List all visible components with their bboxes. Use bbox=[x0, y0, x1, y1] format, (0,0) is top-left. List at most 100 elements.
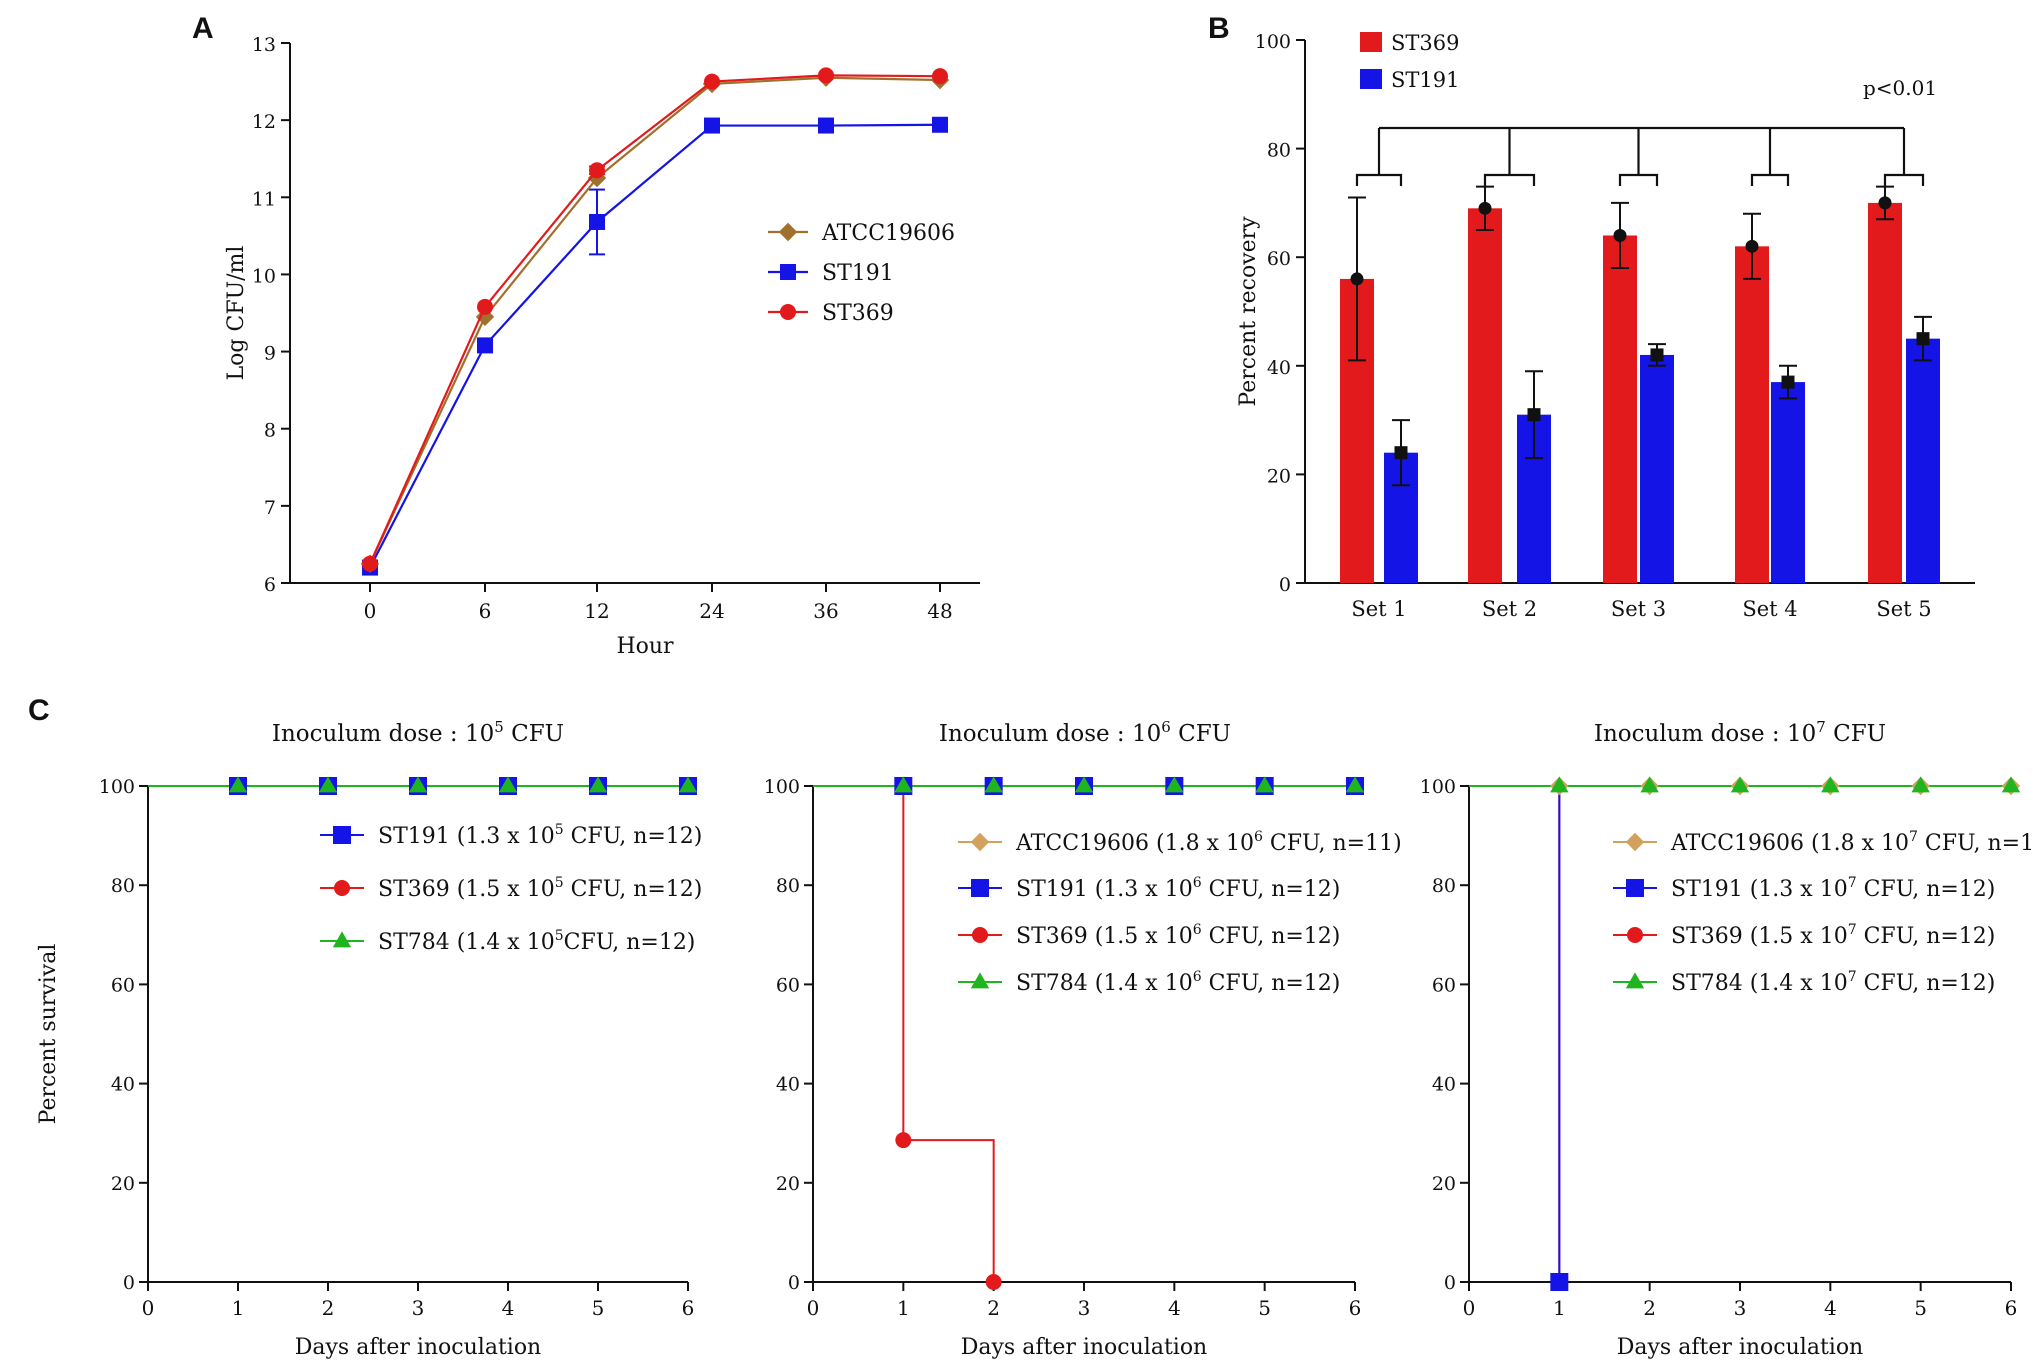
survival-point-ST784 bbox=[588, 776, 608, 793]
x-tick-label: 48 bbox=[927, 599, 952, 623]
legend-marker-ST191 bbox=[971, 879, 989, 897]
legend-label-superscript: 5 bbox=[555, 928, 564, 944]
legend-label-text: ST784 (1.4 x 10 bbox=[1016, 971, 1193, 996]
y-tick-label: 20 bbox=[1267, 465, 1291, 487]
chart-title-superscript: 7 bbox=[1816, 718, 1826, 736]
chart-c2: 0 20 40 60 80 100 0 1 2 3 4 5 6 Days after inoculatio… bbox=[764, 718, 1402, 1360]
y-tick-label: 0 bbox=[123, 1272, 135, 1294]
y-tick-label: 40 bbox=[776, 1074, 800, 1096]
chart-title: Inoculum dose : 107 CFU bbox=[1594, 718, 1886, 747]
y-tick-label: 60 bbox=[776, 974, 800, 996]
y-tick-label: 0 bbox=[1279, 574, 1291, 596]
chart-c3: 0 20 40 60 80 100 0 1 2 3 4 5 6 Days after inoculatio… bbox=[1420, 718, 2033, 1360]
legend-label-text: CFU, n=11) bbox=[1263, 831, 1402, 856]
x-tick-label: 4 bbox=[1168, 1296, 1181, 1320]
legend-label-superscript: 7 bbox=[1848, 922, 1857, 938]
point-ST191 bbox=[477, 337, 493, 354]
y-tick-label: 12 bbox=[252, 111, 276, 133]
bar-ST191 bbox=[1771, 382, 1805, 583]
x-tick-label: 6 bbox=[2005, 1296, 2018, 1320]
chart-title-text: Inoculum dose : 10 bbox=[939, 721, 1161, 747]
legend-label-superscript: 6 bbox=[1193, 875, 1202, 891]
legend-label-text: ST369 (1.5 x 10 bbox=[378, 877, 555, 902]
chart-title-unit: CFU bbox=[504, 721, 564, 747]
legend-label-text: ST191 (1.3 x 10 bbox=[378, 824, 555, 849]
point-ST369 bbox=[704, 73, 720, 90]
survival-point-ST369 bbox=[985, 1274, 1002, 1290]
legend-label-text: ST191 (1.3 x 10 bbox=[1671, 877, 1848, 902]
x-tick-label: 36 bbox=[813, 599, 838, 623]
survival-point-ST784 bbox=[1911, 776, 1930, 793]
x-tick-label: 1 bbox=[1553, 1296, 1566, 1320]
point-ST369 bbox=[1878, 196, 1892, 210]
point-ST191 bbox=[1916, 332, 1930, 346]
point-ST191 bbox=[1650, 348, 1664, 362]
sig-bracket bbox=[1883, 173, 1925, 186]
x-tick-label: 6 bbox=[1349, 1296, 1362, 1320]
line-ATCC19606 bbox=[369, 76, 941, 565]
x-tick-label: 6 bbox=[682, 1296, 695, 1320]
survival-point-ST784 bbox=[318, 776, 338, 793]
legend-label-superscript: 6 bbox=[1254, 829, 1263, 845]
point-ST369 bbox=[589, 162, 605, 179]
x-tick-label: 5 bbox=[1914, 1296, 1927, 1320]
y-tick-label: 60 bbox=[1267, 248, 1291, 270]
survival-point-ST191 bbox=[1550, 1273, 1569, 1291]
y-tick-label: 60 bbox=[1432, 974, 1456, 996]
chart-title: Inoculum dose : 105 CFU bbox=[272, 718, 564, 747]
legend-label-text: CFU, n=12) bbox=[1202, 924, 1341, 949]
legend-label-superscript: 6 bbox=[1193, 969, 1202, 985]
survival-point-ST369 bbox=[895, 1132, 912, 1149]
legend-label-text: CFU, n=12) bbox=[564, 877, 703, 902]
sig-bracket bbox=[1483, 173, 1536, 186]
legend-label-text: ST784 (1.4 x 10 bbox=[378, 930, 555, 955]
panel-label-c: C bbox=[28, 694, 50, 727]
bar-ST369 bbox=[1735, 246, 1769, 583]
x-tick-label: 4 bbox=[502, 1296, 515, 1320]
legend-label-ATCC19606: ATCC19606 (1.8 x 107 CFU, n=11) bbox=[1670, 829, 2033, 856]
bar-ST191 bbox=[1906, 338, 1940, 583]
legend-label-text: CFU, n=12) bbox=[564, 930, 696, 955]
chart-c1: 0 20 40 60 80 100 0 1 2 3 4 5 6 Days after inoculatio… bbox=[36, 718, 702, 1360]
x-tick-label: Set 4 bbox=[1742, 597, 1797, 621]
survival-point-ST784 bbox=[408, 776, 428, 793]
x-tick-label: 3 bbox=[1734, 1296, 1747, 1320]
y-tick-label: 10 bbox=[252, 265, 276, 287]
point-ST191 bbox=[932, 116, 948, 133]
point-ST191 bbox=[704, 117, 720, 134]
chart-title-text: Inoculum dose : 10 bbox=[1594, 721, 1816, 747]
legend-label-superscript: 7 bbox=[1848, 969, 1857, 985]
legend-label-ST369: ST369 bbox=[1391, 31, 1459, 55]
y-tick-label: 40 bbox=[1432, 1074, 1456, 1096]
legend-label-ST191: ST191 (1.3 x 107 CFU, n=12) bbox=[1671, 875, 1995, 902]
legend-marker-ATCC19606 bbox=[970, 832, 990, 852]
legend-marker-ST369 bbox=[1627, 927, 1643, 943]
legend-label-text: CFU, n=12) bbox=[564, 824, 703, 849]
bar-ST369 bbox=[1603, 235, 1637, 584]
legend-label-ST784: ST784 (1.4 x 106 CFU, n=12) bbox=[1016, 969, 1340, 996]
y-tick-label: 20 bbox=[111, 1173, 135, 1195]
y-tick-label: 0 bbox=[788, 1272, 800, 1294]
bar-ST369 bbox=[1468, 208, 1502, 583]
x-tick-label: 0 bbox=[1463, 1296, 1476, 1320]
legend-label-text: ST369 (1.5 x 10 bbox=[1671, 924, 1848, 949]
x-tick-label: 1 bbox=[897, 1296, 910, 1320]
y-tick-label: 13 bbox=[252, 34, 276, 56]
chart-title-superscript: 6 bbox=[1161, 718, 1171, 736]
legend-marker-ST369 bbox=[780, 304, 796, 320]
legend-label-superscript: 5 bbox=[555, 875, 564, 891]
y-tick-label: 20 bbox=[1432, 1173, 1456, 1195]
chart-title-unit: CFU bbox=[1826, 721, 1886, 747]
survival-line-ST369 bbox=[813, 785, 995, 1282]
x-tick-label: Set 3 bbox=[1611, 597, 1666, 621]
survival-point-ST784 bbox=[1730, 776, 1750, 793]
survival-point-ST784 bbox=[2001, 776, 2021, 793]
point-ST191 bbox=[1394, 446, 1408, 460]
x-tick-label: 0 bbox=[807, 1296, 820, 1320]
legend-label-text: ATCC19606 (1.8 x 10 bbox=[1015, 831, 1254, 856]
point-ST191 bbox=[1781, 375, 1795, 389]
y-tick-label: 80 bbox=[1432, 875, 1456, 897]
x-tick-label: 6 bbox=[479, 599, 492, 623]
survival-point-ST784 bbox=[1165, 776, 1184, 793]
